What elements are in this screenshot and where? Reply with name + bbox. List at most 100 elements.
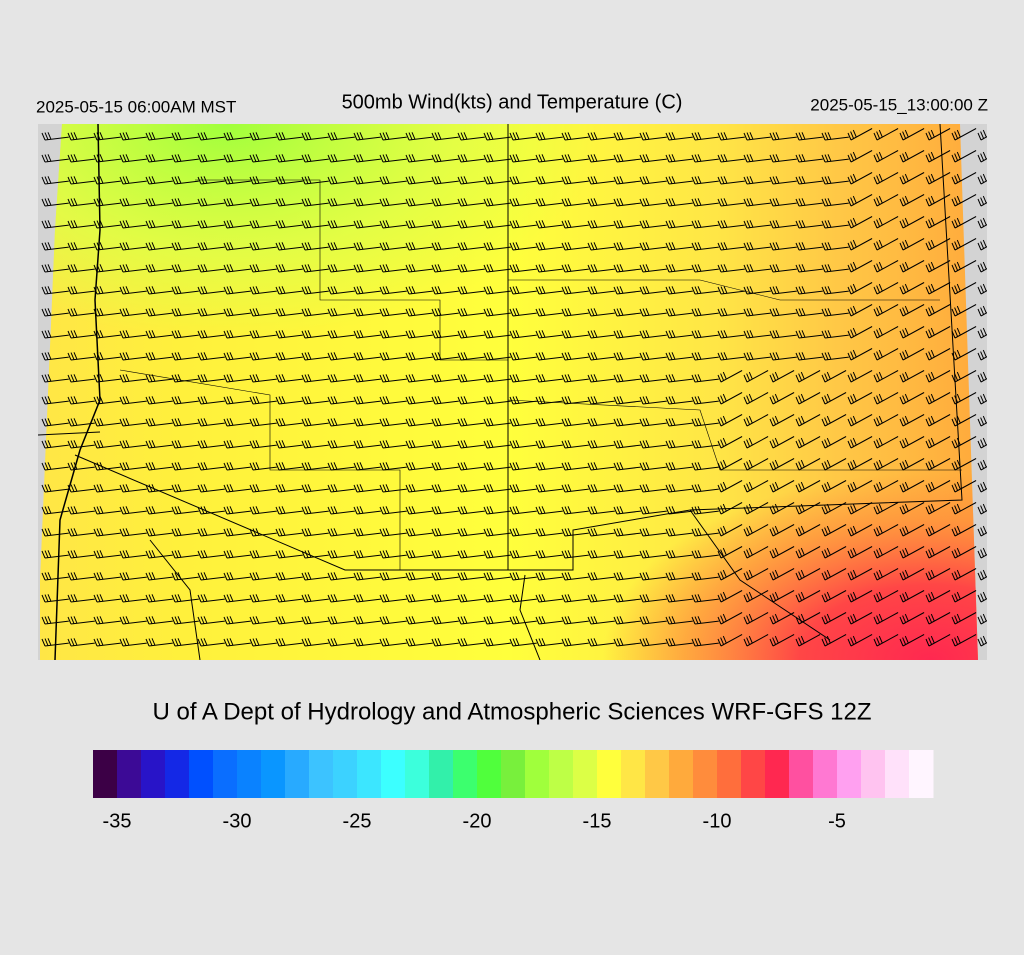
color-swatch	[669, 750, 694, 798]
wind-barb	[977, 525, 987, 537]
wind-barb	[873, 436, 899, 449]
wind-barb	[587, 528, 615, 537]
wind-barb	[405, 572, 433, 581]
wind-barb	[483, 220, 511, 229]
wind-barb	[951, 546, 977, 559]
wind-barb	[717, 308, 745, 317]
wind-barb	[899, 568, 925, 581]
wind-barb	[431, 484, 459, 493]
wind-barb	[171, 440, 199, 449]
wind-barb	[275, 220, 303, 229]
wind-barb	[119, 616, 147, 625]
wind-barb	[431, 330, 459, 339]
wind-barb	[93, 330, 121, 339]
wind-barb	[275, 572, 303, 581]
wind-barb	[249, 440, 277, 449]
color-swatch	[117, 750, 142, 798]
wind-barb	[223, 616, 251, 625]
tick-label: -15	[583, 810, 612, 832]
wind-barb	[197, 638, 225, 647]
wind-barb	[301, 462, 329, 471]
wind-barb	[67, 220, 95, 229]
wind-barb	[457, 528, 485, 537]
wind-barb	[301, 352, 329, 361]
wind-barb	[119, 550, 147, 559]
wind-barb	[795, 502, 821, 515]
wind-barb	[145, 154, 173, 163]
wind-barb	[327, 440, 355, 449]
border-line	[689, 124, 963, 511]
wind-barb	[847, 546, 873, 559]
wind-barb	[587, 506, 615, 515]
wind-barb	[67, 352, 95, 361]
colorbar: -35 -30 -25 -20 -15 -10 -5	[93, 750, 934, 832]
wind-barb	[197, 242, 225, 251]
wind-barb	[197, 220, 225, 229]
color-swatch	[549, 750, 574, 798]
wind-barb	[119, 198, 147, 207]
wind-barb	[301, 484, 329, 493]
wind-barb	[561, 286, 589, 295]
wind-barb	[275, 374, 303, 383]
wind-barb	[977, 503, 987, 515]
wind-barb	[613, 198, 641, 207]
wind-barb	[93, 528, 121, 537]
wind-barb	[743, 330, 771, 339]
wind-barb	[639, 572, 667, 581]
wind-barb	[353, 242, 381, 251]
wind-barb	[119, 638, 147, 647]
wind-barb	[899, 612, 925, 625]
wind-barb	[639, 286, 667, 295]
wind-barb	[275, 308, 303, 317]
wind-barb	[665, 374, 693, 383]
wind-barb	[717, 176, 745, 185]
wind-barb	[613, 154, 641, 163]
wind-barb	[379, 616, 407, 625]
wind-barb	[743, 352, 771, 361]
wind-barb	[743, 370, 769, 383]
wind-barb	[925, 568, 951, 581]
wind-barb	[509, 550, 537, 559]
wind-barb	[691, 396, 719, 405]
coastline	[54, 124, 101, 660]
wind-barb	[821, 352, 849, 361]
valid-time-local: 2025-05-15 06:00AM MST	[36, 97, 236, 116]
wind-barb	[925, 480, 951, 493]
wind-barb	[717, 264, 745, 273]
wind-barb	[119, 132, 147, 141]
wind-barb	[327, 528, 355, 537]
boundaries	[38, 124, 963, 660]
wind-barb	[873, 260, 899, 273]
wind-barb	[717, 436, 743, 449]
wind-barb	[353, 462, 381, 471]
wind-barb	[795, 370, 821, 383]
wind-barb	[509, 330, 537, 339]
wind-barb	[171, 242, 199, 251]
wind-barb	[639, 418, 667, 427]
wind-barb	[769, 220, 797, 229]
wind-barb	[821, 132, 849, 141]
wind-barb	[769, 414, 795, 427]
wind-barb	[405, 616, 433, 625]
color-swatch	[885, 750, 910, 798]
wind-barb	[691, 242, 719, 251]
wind-barb	[847, 436, 873, 449]
wind-barb	[431, 220, 459, 229]
wind-barb	[821, 264, 849, 273]
wind-barb	[93, 572, 121, 581]
wind-barb	[769, 480, 795, 493]
wind-barb	[639, 220, 667, 229]
wind-barb	[353, 638, 381, 647]
wind-barb	[275, 440, 303, 449]
wind-barb	[925, 238, 951, 251]
wind-barb	[639, 396, 667, 405]
wind-barb	[41, 594, 69, 603]
wind-barb	[457, 176, 485, 185]
wind-barb	[925, 436, 951, 449]
wind-barb	[795, 308, 823, 317]
wind-barb	[535, 154, 563, 163]
wind-barb	[535, 506, 563, 515]
wind-barb	[977, 437, 987, 449]
wind-barb	[93, 616, 121, 625]
wind-barb	[405, 638, 433, 647]
